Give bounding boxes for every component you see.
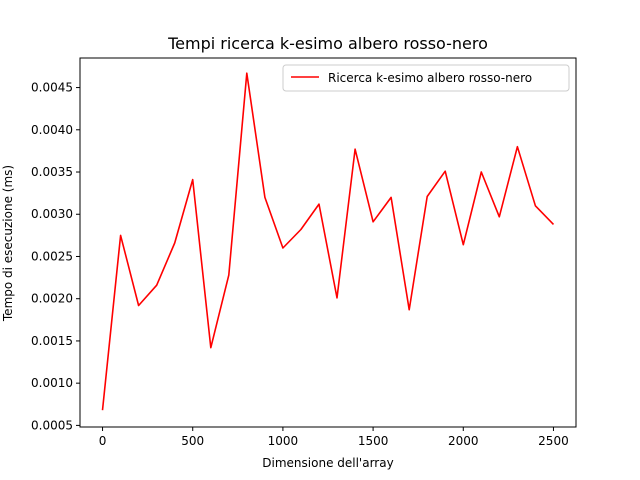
y-tick-label: 0.0020 xyxy=(31,292,73,306)
x-axis-ticks: 0 500 1000 1500 2000 2500 xyxy=(99,427,569,448)
x-tick-label: 500 xyxy=(181,434,204,448)
axes-frame xyxy=(79,57,577,428)
x-tick-label: 1000 xyxy=(268,434,299,448)
legend: Ricerca k-esimo albero rosso-nero xyxy=(282,64,570,92)
y-tick-label: 0.0025 xyxy=(31,249,73,263)
chart-title: Tempi ricerca k-esimo albero rosso-nero xyxy=(167,34,488,53)
x-tick-label: 0 xyxy=(99,434,107,448)
y-tick-label: 0.0010 xyxy=(31,376,73,390)
y-tick-label: 0.0040 xyxy=(31,123,73,137)
x-tick-label: 2000 xyxy=(448,434,479,448)
y-tick-label: 0.0015 xyxy=(31,334,73,348)
x-tick-label: 2500 xyxy=(538,434,569,448)
y-tick-label: 0.0035 xyxy=(31,165,73,179)
y-tick-label: 0.0030 xyxy=(31,207,73,221)
y-tick-label: 0.0045 xyxy=(31,81,73,95)
plot-area xyxy=(101,72,555,411)
y-tick-label: 0.0005 xyxy=(31,418,73,432)
series-line xyxy=(101,72,555,411)
y-axis-label: Tempo di esecuzione (ms) xyxy=(1,165,15,322)
x-tick-label: 1500 xyxy=(358,434,389,448)
legend-label: Ricerca k-esimo albero rosso-nero xyxy=(328,71,532,85)
legend-box xyxy=(282,64,570,92)
y-axis-ticks: 0.0005 0.0010 0.0015 0.0020 0.0025 0.0030 0.00… xyxy=(31,81,80,432)
x-axis-label: Dimensione dell'array xyxy=(262,456,393,470)
